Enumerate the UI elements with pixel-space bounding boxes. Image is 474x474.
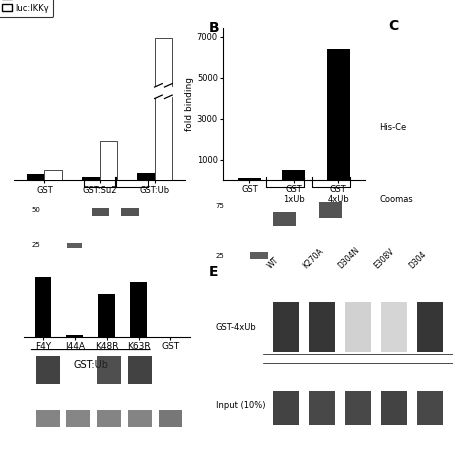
Text: WT: WT [265,255,281,270]
Bar [273,301,299,352]
Legend: luc, luc:IKKγ: luc, luc:IKKγ [0,0,53,17]
Bar [36,410,60,427]
Bar [417,301,443,352]
Bar [381,391,407,425]
Bar [273,212,296,226]
Bar [155,38,172,86]
Text: D304: D304 [408,249,428,270]
Bar [137,173,155,180]
Bar [155,85,172,98]
Bar [100,141,117,180]
Bar [155,97,172,180]
Y-axis label: fold binding: fold binding [185,77,194,131]
Bar [97,410,121,427]
Text: 25: 25 [31,242,40,248]
Text: D304N: D304N [337,245,362,270]
Bar [99,294,115,337]
Bar [66,410,90,427]
Bar [45,170,62,180]
Text: GST-4xUb: GST-4xUb [216,323,256,331]
Bar [35,277,51,337]
Bar [283,170,305,180]
Bar [319,202,342,219]
Text: 25: 25 [216,253,225,259]
Text: His-Ce: His-Ce [379,124,406,132]
Bar [97,356,121,384]
Text: E: E [209,265,218,280]
Bar [92,208,109,216]
Bar [263,354,453,363]
Bar [381,301,407,352]
Text: C: C [389,19,399,33]
Text: GST:Ub: GST:Ub [73,360,108,370]
Bar [345,391,371,425]
Bar [128,356,152,384]
Bar [27,174,45,180]
Bar [158,410,182,427]
Bar [82,177,100,180]
Text: Coomas: Coomas [379,195,413,203]
Text: E308V: E308V [372,246,396,270]
Bar [250,252,268,259]
Bar [327,49,350,180]
Bar [67,243,82,248]
Bar [66,335,83,337]
Bar [417,391,443,425]
Bar [36,356,60,384]
Text: 75: 75 [216,203,225,210]
Text: K270A: K270A [301,246,325,270]
Text: B: B [209,21,219,36]
Bar [130,282,147,337]
Bar [128,410,152,427]
Bar [309,301,335,352]
Bar [273,391,299,425]
Bar [345,301,371,352]
Text: Input (10%): Input (10%) [216,401,265,410]
Bar [121,208,138,216]
Bar [309,391,335,425]
Text: 50: 50 [31,207,40,212]
Bar [238,178,261,180]
